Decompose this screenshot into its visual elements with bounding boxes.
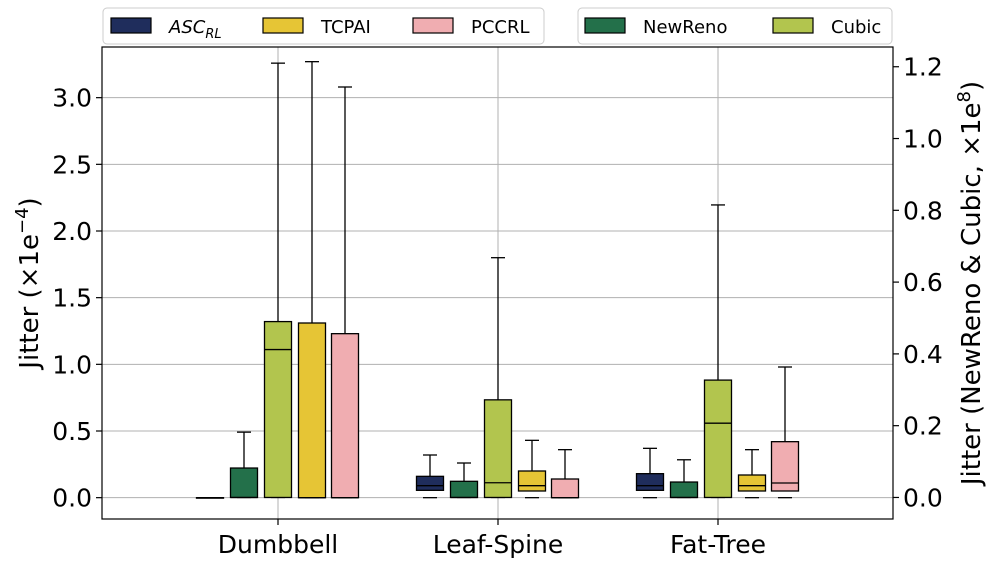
y-axis-label-right: Jitter (NewReno & Cubic, ×1e8): [954, 81, 987, 487]
box-body: [263, 320, 293, 499]
box-body: [297, 322, 327, 499]
legend-right: NewReno Cubic: [577, 7, 893, 45]
box-asc-rl: [635, 447, 665, 499]
y-tick-label-left: 0.0: [52, 484, 92, 513]
box-cubic: [483, 257, 513, 499]
legend-left-frame: [102, 7, 545, 45]
box-body: [330, 333, 360, 499]
legend-left: ASCRL TCPAI PCCRL: [102, 7, 545, 45]
legend-label: ASCRL: [168, 17, 222, 42]
legend-label: TCPAI: [320, 17, 371, 38]
box-body: [669, 481, 699, 499]
legend-label: PCCRL: [471, 17, 530, 38]
box-body: [635, 473, 665, 491]
box-newreno: [229, 431, 259, 499]
box-body: [483, 399, 513, 499]
box-tcpai: [517, 439, 547, 499]
box-body: [229, 467, 259, 499]
legend-swatch: [772, 17, 814, 34]
legend-label: NewReno: [643, 17, 727, 38]
y-axis-label-left: Jitter (×1e−4): [12, 197, 45, 370]
legend-label: Cubic: [831, 17, 881, 38]
y-tick-label-right: 0.6: [903, 268, 943, 297]
y-tick-label-left: 1.0: [52, 350, 92, 379]
y-tick-label-left: 2.0: [52, 217, 92, 246]
box-body: [550, 478, 580, 499]
x-tick-label: Dumbbell: [218, 530, 338, 559]
box-body: [415, 475, 445, 491]
legend-swatch: [412, 17, 454, 34]
box-cubic: [703, 204, 733, 499]
y-tick-label-right: 0.4: [903, 340, 943, 369]
box-asc-rl: [415, 454, 445, 499]
y-tick-label-left: 0.5: [52, 417, 92, 446]
y-tick-label-left: 1.5: [52, 284, 92, 313]
box-tcpai: [737, 449, 767, 499]
x-tick-label: Leaf-Spine: [433, 530, 564, 559]
y-tick-label-right: 0.2: [903, 412, 943, 441]
x-tick-label: Fat-Tree: [670, 530, 766, 559]
box-cubic: [263, 62, 293, 499]
box-body: [449, 480, 479, 499]
box-newreno: [669, 459, 699, 499]
y-tick-label-right: 0.8: [903, 196, 943, 225]
box-body: [703, 379, 733, 499]
box-pccrl: [330, 86, 360, 499]
y-tick-label-left: 2.5: [52, 150, 92, 179]
box-layer: [195, 61, 800, 499]
box-body: [517, 470, 547, 492]
y-tick-label-right: 1.2: [903, 53, 943, 82]
box-tcpai: [297, 61, 327, 499]
y-tick-label-right: 0.0: [903, 483, 943, 512]
box-body: [737, 474, 767, 492]
box-pccrl: [770, 366, 800, 499]
y-tick-label-left: 3.0: [52, 84, 92, 113]
y-tick-label-right: 1.0: [903, 125, 943, 154]
box-newreno: [449, 462, 479, 499]
box-pccrl: [550, 449, 580, 499]
legend-swatch: [262, 17, 304, 34]
legend-swatch: [110, 17, 152, 34]
legend-swatch: [584, 17, 626, 34]
axis-layer: 0.0 0.5 1.0 1.5 2.0 2.5 3.0 Dumbbell Leaf-Spine F…: [52, 53, 943, 559]
box-asc-rl: [195, 497, 225, 499]
legend-right-frame: [577, 7, 893, 45]
